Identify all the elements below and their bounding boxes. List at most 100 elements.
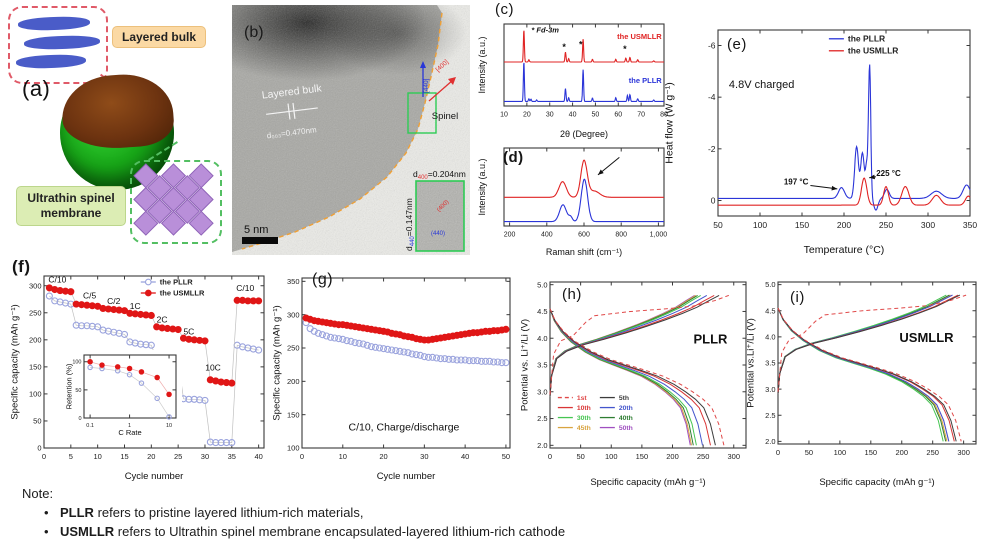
svg-text:300: 300	[727, 452, 740, 461]
d-spacing-marker	[292, 102, 296, 119]
panel-b-letter: (b)	[244, 24, 264, 41]
note-item-usmllr: • USMLLR refers to Ultrathin spinel membr…	[22, 523, 565, 542]
svg-text:200: 200	[287, 377, 300, 386]
svg-text:0.1: 0.1	[86, 423, 94, 429]
svg-text:20: 20	[523, 112, 531, 119]
particle-edge-contour	[241, 12, 443, 250]
d400-prefix: d	[413, 169, 418, 179]
svg-text:-4: -4	[708, 92, 716, 102]
svg-text:*: *	[579, 40, 583, 50]
note-term: PLLR	[60, 504, 94, 520]
layered-platelet	[17, 15, 91, 32]
svg-text:Heat flow (W g⁻¹): Heat flow (W g⁻¹)	[664, 82, 676, 163]
svg-text:Specific capacity (mAh g⁻¹): Specific capacity (mAh g⁻¹)	[10, 304, 21, 419]
panel-g-letter: (g)	[312, 271, 334, 288]
svg-text:150: 150	[636, 452, 649, 461]
svg-text:197 °C: 197 °C	[784, 177, 809, 186]
svg-text:40: 40	[461, 452, 469, 461]
svg-text:10: 10	[339, 452, 347, 461]
svg-text:PLLR: PLLR	[693, 332, 728, 347]
svg-text:50: 50	[592, 112, 600, 119]
bullet-icon: •	[44, 504, 49, 520]
panel-b-tem-image: (b) Layered bulk d₀₀₃=0.470nm [440] [400…	[232, 5, 470, 255]
svg-text:10th: 10th	[577, 405, 591, 412]
d440-sub: 440	[410, 236, 416, 247]
svg-text:Retention (%): Retention (%)	[65, 363, 74, 409]
svg-text:Specific capacity (mAh g⁻¹): Specific capacity (mAh g⁻¹)	[819, 477, 934, 488]
svg-text:100: 100	[753, 220, 767, 230]
svg-text:5.0: 5.0	[765, 280, 775, 289]
xrd-chart: 10 20 30 40 50 60 70 80 2θ (Degree) Intensity (a.…	[477, 23, 668, 139]
svg-text:C/10: C/10	[236, 283, 254, 293]
panel-h-letter: (h)	[562, 286, 582, 303]
scale-bar	[242, 237, 278, 244]
svg-text:250: 250	[287, 344, 300, 353]
svg-text:200: 200	[895, 448, 908, 457]
d440-prefix: d	[404, 246, 414, 251]
spinel-region-box	[407, 92, 437, 134]
svg-text:10: 10	[93, 452, 101, 461]
note-text: refers to pristine layered lithium-rich …	[93, 504, 364, 520]
svg-text:Specific capacity (mAh g⁻¹): Specific capacity (mAh g⁻¹)	[590, 477, 705, 488]
svg-text:250: 250	[29, 308, 42, 317]
svg-text:100: 100	[834, 448, 847, 457]
svg-text:50: 50	[805, 448, 813, 457]
svg-text:2.0: 2.0	[537, 441, 547, 450]
svg-text:0: 0	[548, 452, 552, 461]
svg-text:300: 300	[29, 281, 42, 290]
svg-text:30: 30	[201, 452, 209, 461]
svg-text:300: 300	[957, 448, 970, 457]
svg-text:20: 20	[147, 452, 155, 461]
svg-text:0: 0	[711, 195, 716, 205]
svg-text:300: 300	[287, 310, 300, 319]
svg-text:70: 70	[637, 112, 645, 119]
axis-400-arrowhead	[448, 77, 456, 85]
svg-text:40: 40	[569, 112, 577, 119]
svg-text:4.0: 4.0	[765, 332, 775, 341]
svg-text:80: 80	[660, 112, 668, 119]
svg-text:5: 5	[69, 452, 73, 461]
svg-text:Raman shift (cm⁻¹): Raman shift (cm⁻¹)	[546, 247, 622, 257]
svg-text:5.0: 5.0	[537, 280, 547, 289]
svg-text:1C: 1C	[130, 301, 141, 311]
svg-text:1,000: 1,000	[650, 232, 668, 239]
svg-text:Intensity (a.u.): Intensity (a.u.)	[477, 36, 487, 93]
d-spacing-marker	[287, 103, 291, 120]
svg-text:20: 20	[379, 452, 387, 461]
svg-text:C/10, Charge/discharge: C/10, Charge/discharge	[349, 422, 460, 434]
svg-text:0: 0	[42, 452, 46, 461]
svg-text:2.5: 2.5	[765, 411, 775, 420]
layered-bulk-callout-box	[8, 6, 108, 84]
note-title: Note:	[22, 486, 54, 501]
scale-bar-label: 5 nm	[244, 224, 268, 236]
axis-440-arrowhead	[420, 61, 426, 68]
svg-text:0: 0	[78, 416, 81, 422]
svg-text:the PLLR: the PLLR	[160, 278, 193, 287]
svg-text:100: 100	[287, 444, 300, 453]
svg-text:50: 50	[576, 452, 584, 461]
note-text: refers to Ultrathin spinel membrane enca…	[114, 523, 566, 539]
svg-text:-2: -2	[708, 144, 716, 154]
d400-label: d400=0.204nm	[413, 169, 466, 181]
svg-text:350: 350	[963, 220, 977, 230]
svg-text:150: 150	[865, 448, 878, 457]
bullet-icon: •	[44, 523, 49, 539]
svg-text:Specific capacity (mAh g⁻¹): Specific capacity (mAh g⁻¹)	[272, 305, 283, 420]
svg-text:50: 50	[75, 388, 81, 394]
svg-text:*: *	[562, 42, 566, 52]
svg-text:250: 250	[926, 448, 939, 457]
svg-text:150: 150	[287, 410, 300, 419]
axis-440-label: [440]	[423, 78, 430, 93]
panel-d-letter: (d)	[503, 149, 524, 166]
svg-text:C/10: C/10	[48, 274, 66, 284]
layered-platelet	[15, 53, 87, 70]
svg-text:4.5: 4.5	[765, 306, 775, 315]
svg-text:Temperature (°C): Temperature (°C)	[804, 244, 885, 256]
svg-text:150: 150	[29, 362, 42, 371]
svg-text:20th: 20th	[619, 405, 633, 412]
d440-value: =0.147nm	[404, 198, 414, 236]
svg-text:3.0: 3.0	[765, 385, 775, 394]
svg-text:5C: 5C	[183, 326, 194, 336]
svg-text:30: 30	[420, 452, 428, 461]
